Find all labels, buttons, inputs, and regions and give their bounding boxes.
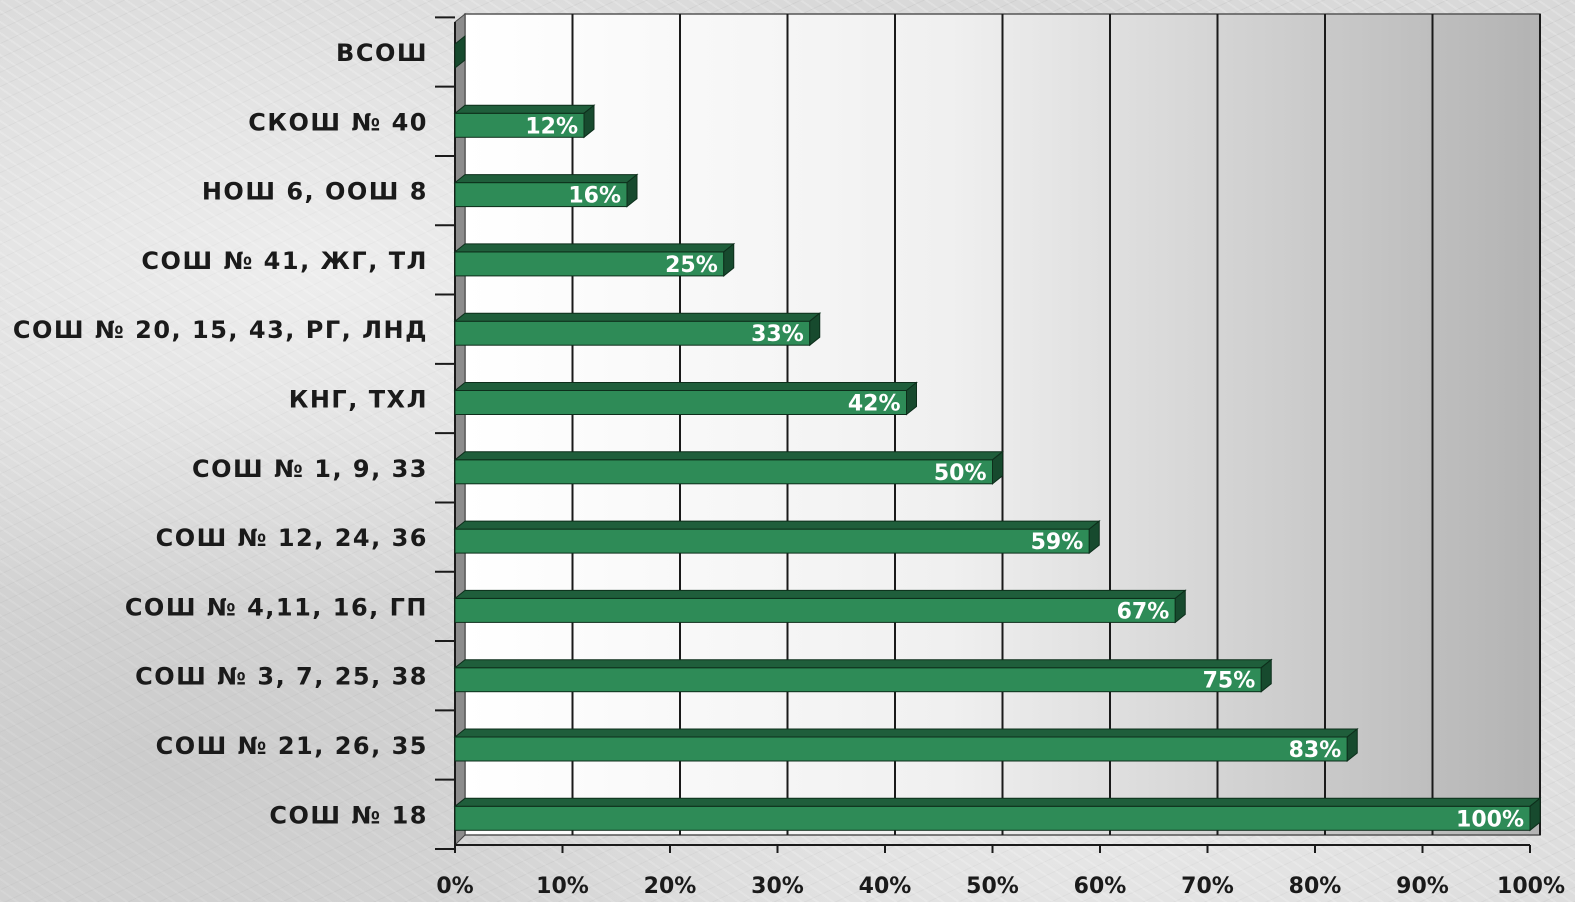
bar-front <box>454 320 811 346</box>
bar-top <box>453 174 639 184</box>
x-tick-labels: 0% 10% 20% 30% 40% 50% 60% 70% 80% 90% 100% <box>436 874 1565 899</box>
bars: 12% 16% 25% 33% 42% 50% 59% 67% 75% 83% 100% <box>453 34 1542 832</box>
bar-front <box>454 736 1348 762</box>
x-tick-label: 60% <box>1074 874 1127 899</box>
bar: 12% <box>453 104 596 139</box>
x-tick-label: 20% <box>644 874 697 899</box>
x-tick-label: 0% <box>436 874 473 899</box>
gridlines <box>571 14 1541 835</box>
bar-side <box>809 312 821 347</box>
data-label: 100% <box>1456 807 1524 832</box>
bar-top <box>453 382 918 391</box>
bar-side <box>1346 727 1358 763</box>
category-label: СКОШ № 40 <box>248 108 428 136</box>
category-label: СОШ № 12, 24, 36 <box>156 524 428 552</box>
category-label: СОШ № 4,11, 16, ГП <box>125 593 428 621</box>
bar-side <box>906 381 917 416</box>
data-label: 16% <box>568 184 621 209</box>
bar-top <box>453 104 596 114</box>
x-tick-label: 100% <box>1497 874 1565 899</box>
bar-side <box>1174 589 1186 624</box>
bar-top <box>453 451 1004 461</box>
data-label: 25% <box>665 253 718 278</box>
bar-side <box>1088 520 1100 555</box>
x-tick-label: 90% <box>1396 874 1449 899</box>
x-tick-label: 10% <box>536 874 589 899</box>
category-label: СОШ № 21, 26, 35 <box>156 732 428 760</box>
bar-front <box>454 459 993 485</box>
data-label: 50% <box>934 461 987 486</box>
bar: 59% <box>453 520 1101 555</box>
x-tick-label: 40% <box>859 874 912 899</box>
bar-top <box>453 659 1273 669</box>
bar-top <box>453 797 1542 807</box>
category-label: СОШ № 3, 7, 25, 38 <box>135 663 428 691</box>
bar-side <box>1260 658 1272 693</box>
bar-front <box>454 597 1176 623</box>
x-tick-label: 80% <box>1289 874 1342 899</box>
bar-side <box>583 104 595 139</box>
bar: 33% <box>453 312 822 347</box>
category-label: НОШ 6, ООШ 8 <box>202 178 428 206</box>
bar: 16% <box>453 173 639 209</box>
bar-front <box>454 390 907 415</box>
bar: 50% <box>453 450 1004 486</box>
data-label: 59% <box>1031 530 1084 555</box>
bar-side <box>992 450 1003 485</box>
category-label: СОШ № 18 <box>269 801 428 829</box>
bar-side <box>1529 797 1541 832</box>
bar-side <box>626 173 638 208</box>
category-label: СОШ № 20, 15, 43, РГ, ЛНД <box>13 316 428 344</box>
x-tick-label: 30% <box>751 874 804 899</box>
data-label: 33% <box>751 322 804 347</box>
data-label: 67% <box>1117 599 1170 624</box>
bar-top <box>453 589 1187 599</box>
data-label: 42% <box>848 392 901 417</box>
bar: 75% <box>453 658 1273 694</box>
bar: 83% <box>453 727 1359 763</box>
bar-side <box>723 242 735 277</box>
data-label: 12% <box>525 114 578 139</box>
bar-top <box>453 520 1101 530</box>
bar-top <box>453 312 822 322</box>
bar: 67% <box>453 589 1187 624</box>
bar: 42% <box>453 381 918 417</box>
bar-side <box>454 34 466 70</box>
bar-front <box>454 528 1090 554</box>
bar-front <box>454 182 628 208</box>
category-label: СОШ № 41, ЖГ, ТЛ <box>141 247 428 275</box>
category-label: КНГ, ТХЛ <box>289 386 428 414</box>
bar-front <box>454 667 1262 693</box>
bar-top <box>453 728 1359 738</box>
data-label: 75% <box>1203 669 1256 694</box>
bar: 100% <box>453 797 1542 832</box>
x-tick-label: 50% <box>966 874 1019 899</box>
plot-area <box>454 12 1541 847</box>
category-label: ВСОШ <box>336 39 428 67</box>
bar-front <box>454 805 1531 831</box>
side-wall <box>454 12 466 847</box>
bar <box>454 34 466 70</box>
bar-front <box>454 251 725 277</box>
category-labels: ВСОШ СКОШ № 40 НОШ 6, ООШ 8 СОШ № 41, ЖГ, Т… <box>13 39 428 829</box>
x-tick-label: 70% <box>1181 874 1234 899</box>
bar: 25% <box>453 242 736 278</box>
bar-top <box>453 243 736 253</box>
data-label: 83% <box>1289 738 1342 763</box>
axes <box>435 16 1531 853</box>
category-label: СОШ № 1, 9, 33 <box>192 455 428 483</box>
